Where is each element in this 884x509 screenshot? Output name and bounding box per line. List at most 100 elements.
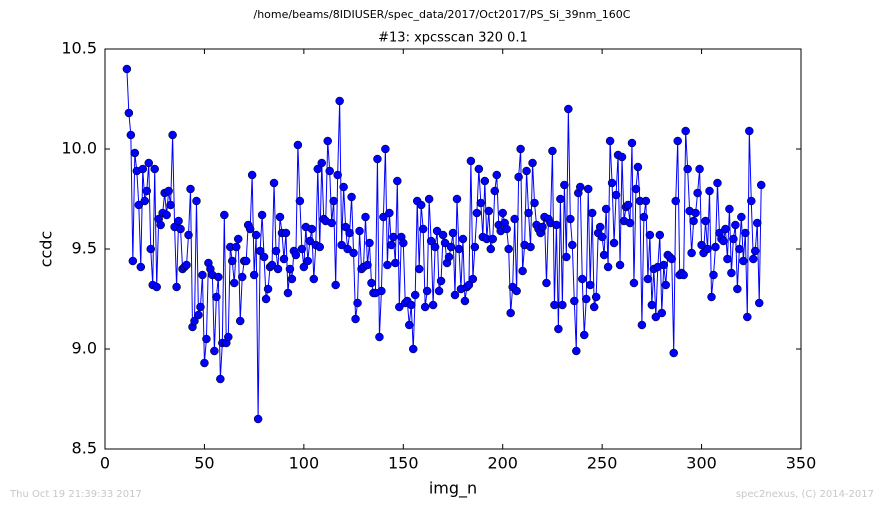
data-point: [450, 290, 460, 300]
data-point: [476, 198, 486, 208]
data-point: [355, 226, 364, 236]
data-point: [168, 130, 177, 140]
data-point: [422, 286, 432, 296]
data-point: [436, 276, 446, 286]
data-point: [657, 308, 667, 318]
data-point: [639, 212, 649, 222]
data-point: [597, 232, 607, 242]
data-point: [480, 176, 490, 186]
data-point: [140, 196, 150, 206]
data-point: [416, 200, 426, 210]
data-point: [142, 186, 152, 196]
data-point: [625, 218, 635, 228]
data-point: [253, 414, 263, 424]
data-point: [247, 170, 257, 180]
data-point: [192, 196, 201, 206]
data-point: [349, 248, 358, 258]
footer-right: spec2nexus, (C) 2014-2017: [736, 489, 874, 500]
data-point: [269, 178, 279, 188]
data-point: [637, 320, 647, 330]
data-point: [323, 136, 332, 146]
data-point: [512, 286, 521, 296]
data-point: [235, 316, 245, 326]
data-point: [424, 194, 434, 204]
data-point: [295, 196, 305, 206]
data-point: [550, 300, 559, 310]
data-point: [261, 294, 271, 304]
data-point: [522, 166, 531, 176]
data-point: [152, 282, 161, 292]
data-point: [317, 158, 327, 168]
data-point: [184, 230, 193, 240]
data-point: [347, 192, 356, 202]
data-point: [458, 234, 468, 244]
data-point: [585, 280, 595, 290]
data-point: [510, 214, 519, 224]
data-point: [373, 154, 382, 164]
data-point: [273, 264, 283, 274]
data-point: [176, 224, 185, 234]
data-point: [753, 218, 762, 228]
data-point: [387, 240, 396, 250]
data-point: [190, 316, 199, 326]
data-point: [331, 280, 340, 290]
data-point: [723, 254, 732, 264]
data-point: [709, 270, 718, 280]
x-tick-label: 100: [289, 454, 320, 473]
data-point: [172, 282, 181, 292]
data-point: [578, 274, 587, 284]
data-point: [259, 252, 269, 262]
y-axis-label: ccdc: [37, 231, 56, 268]
x-tick-label: 0: [100, 454, 110, 473]
data-point: [681, 126, 690, 136]
data-point: [659, 260, 669, 270]
data-point: [196, 302, 205, 312]
x-tick-label: 150: [388, 454, 419, 473]
data-point: [271, 246, 281, 256]
data-point: [249, 270, 259, 280]
data-point: [299, 262, 309, 272]
data-point: [687, 248, 696, 258]
data-point: [339, 182, 348, 192]
data-point: [267, 260, 277, 270]
x-tick-label: 300: [686, 454, 717, 473]
chart-title: #13: xpcsscan 320 0.1: [378, 31, 528, 46]
data-point: [275, 212, 285, 222]
data-point: [468, 274, 478, 284]
suptitle: /home/beams/8IDIUSER/spec_data/2017/Oct2…: [254, 8, 631, 21]
data-point: [611, 190, 621, 200]
data-point: [124, 108, 134, 118]
data-point: [623, 200, 633, 210]
data-point: [661, 280, 671, 290]
data-point: [747, 196, 756, 206]
data-point: [448, 228, 458, 238]
data-point: [743, 312, 752, 322]
data-point: [721, 224, 730, 234]
data-point: [174, 216, 183, 226]
data-point: [245, 224, 255, 234]
data-point: [711, 242, 720, 252]
data-point: [564, 104, 573, 114]
data-point: [233, 234, 243, 244]
data-point: [166, 200, 175, 210]
data-point: [560, 180, 569, 190]
data-point: [705, 186, 714, 196]
data-point: [749, 254, 758, 264]
data-point: [162, 210, 171, 220]
data-point: [297, 244, 307, 254]
data-point: [570, 296, 579, 306]
y-tick-label: 10.5: [61, 39, 97, 58]
y-tick-label: 9.0: [72, 339, 97, 358]
data-point: [599, 250, 609, 260]
data-point: [651, 312, 661, 322]
data-point: [283, 288, 293, 298]
data-point: [554, 324, 563, 334]
data-point: [484, 206, 494, 216]
data-point: [733, 284, 742, 294]
data-point: [603, 262, 613, 272]
data-point: [460, 296, 470, 306]
data-point: [231, 242, 241, 252]
data-point: [365, 238, 374, 248]
